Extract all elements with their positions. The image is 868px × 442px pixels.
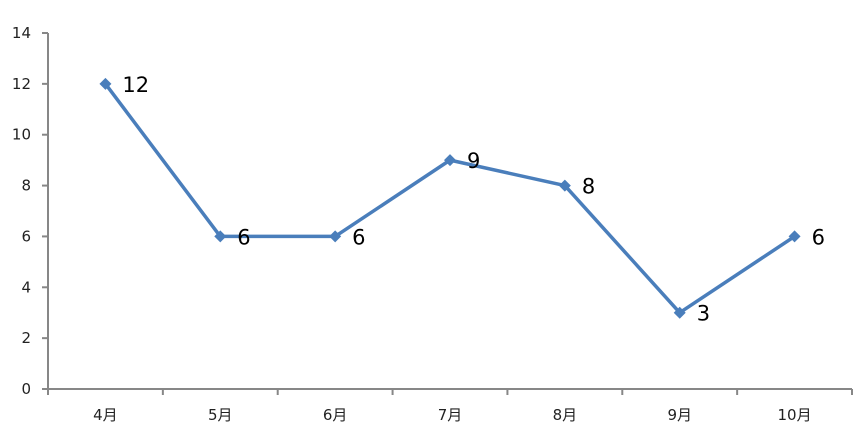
x-tick-label: 7月 [438, 406, 463, 424]
data-label: 9 [467, 149, 480, 173]
data-label: 12 [122, 73, 149, 97]
data-point-marker [214, 230, 227, 243]
data-point-marker [329, 230, 342, 243]
y-tick-label: 8 [21, 177, 31, 195]
data-label: 6 [237, 225, 250, 249]
data-point-marker [444, 154, 456, 167]
data-point-marker [558, 179, 571, 192]
y-tick-label: 12 [12, 75, 31, 93]
data-point-marker [673, 306, 686, 319]
y-tick-label: 0 [21, 380, 31, 398]
x-tick-label: 6月 [323, 406, 348, 424]
y-tick-label: 4 [21, 278, 31, 296]
series-line [104, 82, 796, 315]
y-tick-label: 14 [12, 24, 31, 42]
x-tick-label: 8月 [553, 406, 578, 424]
data-label: 3 [697, 302, 710, 326]
x-tick-label: 4月 [93, 406, 118, 424]
data-label: 6 [352, 225, 365, 249]
data-point-marker [99, 77, 112, 90]
data-label: 6 [812, 225, 825, 249]
y-tick-label: 6 [21, 227, 31, 245]
data-point-marker [788, 230, 801, 243]
y-tick-label: 2 [21, 329, 31, 347]
data-label: 8 [582, 175, 595, 199]
x-tick-label: 9月 [667, 406, 692, 424]
x-tick-label: 10月 [778, 406, 812, 424]
y-tick-label: 10 [12, 126, 31, 144]
x-tick-label: 5月 [208, 406, 233, 424]
